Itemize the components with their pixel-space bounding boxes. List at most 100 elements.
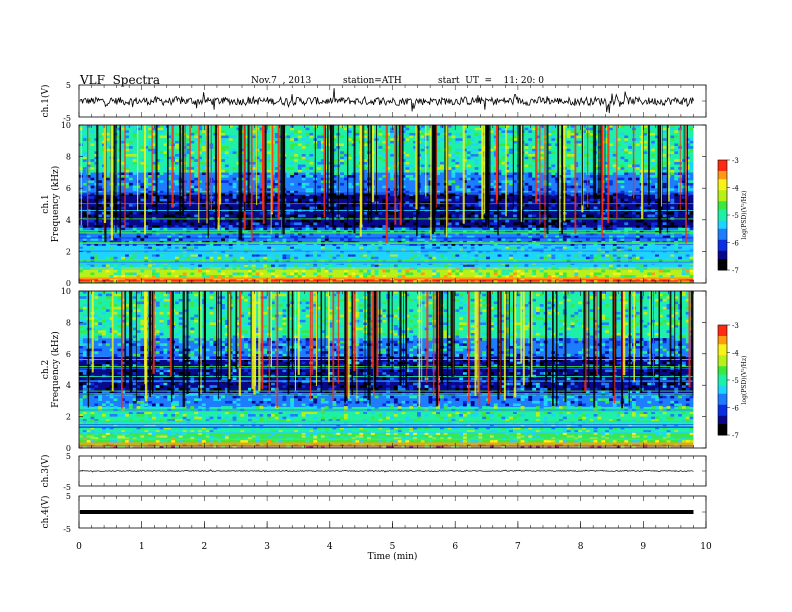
psd-cell <box>363 206 368 210</box>
psd-cell <box>516 204 521 207</box>
psd-cell <box>655 172 659 176</box>
psd-cell <box>651 219 656 223</box>
psd-cell <box>643 140 648 144</box>
psd-cell <box>536 148 540 152</box>
psd-cell <box>228 246 233 249</box>
psd-cell <box>382 135 387 139</box>
psd-cell <box>251 201 256 205</box>
psd-cell <box>109 275 114 278</box>
psd-cell <box>513 201 517 205</box>
psd-cell <box>190 188 195 191</box>
psd-cell <box>578 201 583 205</box>
psd-cell <box>447 198 452 202</box>
psd-cell <box>643 151 648 154</box>
psd-cell <box>390 254 394 257</box>
sferic-streak <box>446 125 448 237</box>
psd-cell <box>543 175 548 178</box>
psd-cell <box>532 156 537 160</box>
psd-cell <box>509 196 513 199</box>
sferic-streak <box>167 125 169 217</box>
psd-cell <box>486 275 490 278</box>
psd-cell <box>248 233 252 236</box>
psd-cell <box>551 190 556 194</box>
psd-cell <box>317 193 321 197</box>
sferic-streak <box>103 125 107 223</box>
psd-cell <box>221 164 225 168</box>
psd-cell <box>501 143 506 147</box>
psd-cell <box>274 254 279 257</box>
psd-cell <box>593 233 598 236</box>
psd-cell <box>186 201 191 205</box>
psd-cell <box>386 269 391 273</box>
psd-cell <box>501 190 506 194</box>
psd-cell <box>670 206 675 210</box>
psd-cell <box>685 269 690 273</box>
psd-cell <box>236 156 241 160</box>
psd-cell <box>447 132 452 136</box>
psd-cell <box>79 254 83 257</box>
psd-cell <box>290 146 295 149</box>
psd-cell <box>566 180 571 183</box>
psd-cell <box>447 182 452 186</box>
psd-cell <box>251 246 256 249</box>
psd-cell <box>255 148 260 152</box>
psd-cell <box>397 275 402 278</box>
psd-cell <box>255 254 260 257</box>
psd-cell <box>301 185 306 189</box>
psd-cell <box>513 222 517 226</box>
psd-cell <box>182 269 187 273</box>
psd-cell <box>424 235 429 239</box>
psd-cell <box>605 156 609 160</box>
psd-cell <box>244 190 248 194</box>
psd-cell <box>102 235 106 239</box>
psd-cell <box>332 148 337 152</box>
psd-cell <box>105 246 110 249</box>
psd-cell <box>332 175 337 178</box>
psd-cell <box>320 243 325 247</box>
psd-cell <box>136 146 141 149</box>
psd-cell <box>82 193 87 197</box>
psd-cell <box>559 275 563 278</box>
psd-cell <box>401 222 406 226</box>
psd-cell <box>190 272 195 276</box>
psd-cell <box>570 135 575 139</box>
psd-cell <box>616 246 621 249</box>
psd-cell <box>186 190 191 194</box>
psd-cell <box>666 272 671 276</box>
psd-cell <box>413 132 417 136</box>
psd-cell <box>236 227 241 231</box>
psd-cell <box>643 125 648 128</box>
psd-cell <box>248 222 252 226</box>
psd-cell <box>409 254 414 257</box>
sferic-streak <box>323 125 326 218</box>
psd-cell <box>440 254 444 257</box>
psd-cell <box>486 235 490 239</box>
psd-cell <box>317 230 321 233</box>
psd-cell <box>513 246 517 249</box>
psd-cell <box>543 193 548 197</box>
psd-cell <box>539 146 544 149</box>
psd-cell <box>167 143 172 147</box>
psd-cell <box>378 211 383 215</box>
psd-cell <box>128 211 133 215</box>
psd-cell <box>248 225 252 228</box>
psd-cell <box>551 135 556 139</box>
psd-cell <box>194 188 199 191</box>
psd-cell <box>551 164 556 168</box>
psd-cell <box>528 230 533 233</box>
sferic-streak <box>434 125 437 215</box>
psd-cell <box>597 196 602 199</box>
psd-cell <box>443 148 448 152</box>
psd-cell <box>543 246 548 249</box>
psd-cell <box>175 219 179 223</box>
psd-cell <box>593 264 598 268</box>
psd-cell <box>478 272 483 276</box>
psd-cell <box>294 233 298 236</box>
psd-cell <box>632 256 636 260</box>
psd-cell <box>155 233 160 236</box>
psd-cell <box>689 169 694 173</box>
psd-cell <box>144 154 149 157</box>
psd-cell <box>678 214 682 218</box>
psd-cell <box>489 130 494 133</box>
sferic-streak <box>144 125 146 235</box>
